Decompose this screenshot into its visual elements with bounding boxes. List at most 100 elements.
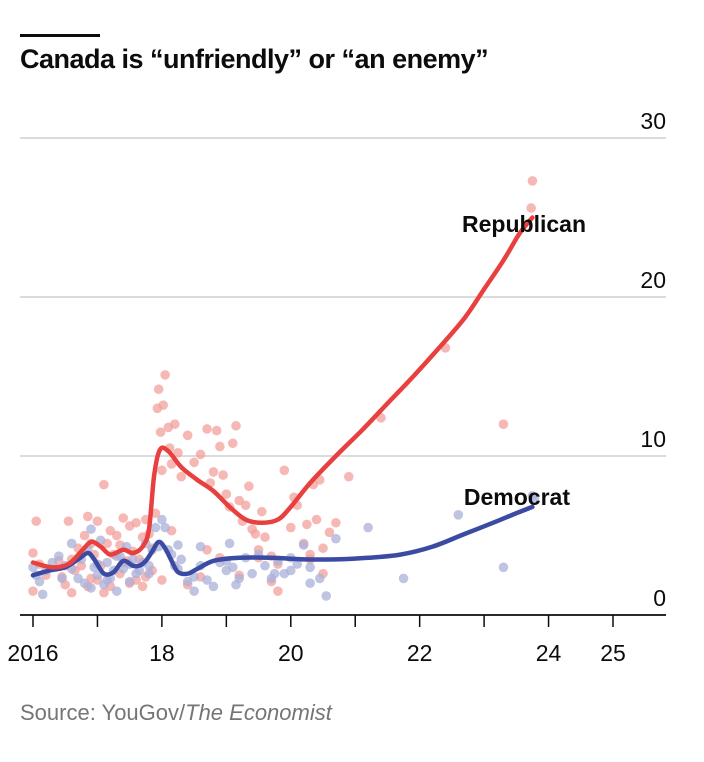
- republican-point: [137, 581, 148, 592]
- democrat-point: [111, 586, 122, 596]
- democrat-point: [157, 514, 167, 525]
- chart-title: Canada is “unfriendly” or “an enemy”: [20, 44, 489, 74]
- democrat-point: [124, 576, 135, 587]
- republican-point: [118, 513, 129, 523]
- republican-point: [160, 370, 170, 380]
- democrat-point: [86, 583, 96, 593]
- x-tick-label: 20: [278, 640, 304, 666]
- democrat-trend-line: [30, 504, 535, 578]
- democrat-point: [305, 578, 315, 588]
- republican-point: [28, 586, 38, 596]
- x-tick-label: 18: [149, 640, 175, 666]
- democrat-point: [86, 524, 96, 534]
- democrat-point: [53, 551, 64, 561]
- republican-point: [82, 511, 93, 522]
- democrat-point: [173, 540, 183, 550]
- x-tick-label: 2016: [7, 640, 58, 666]
- y-tick-label: 0: [653, 585, 666, 611]
- democrat-point: [285, 565, 296, 576]
- scatter-points: [28, 176, 540, 601]
- republican-point: [79, 530, 90, 541]
- democrat-point: [269, 568, 280, 579]
- y-tick-label: 20: [640, 267, 666, 293]
- democrat-point: [305, 562, 315, 573]
- republican-point: [279, 465, 290, 476]
- democrat-point: [92, 570, 103, 581]
- republican-trend-line: [30, 215, 535, 570]
- source-note: Source: YouGov/The Economist: [20, 700, 332, 726]
- democrat-point: [363, 522, 373, 533]
- republican-point: [202, 424, 212, 434]
- republican-point: [285, 522, 296, 533]
- republican-point: [157, 465, 167, 476]
- democrat-point: [208, 581, 219, 592]
- republican-point: [215, 441, 225, 452]
- democrat-point: [247, 568, 257, 579]
- democrat-point: [292, 559, 303, 569]
- series-label-republican: Republican: [462, 211, 586, 237]
- democrat-point: [453, 510, 464, 520]
- democrat-point: [189, 586, 199, 596]
- democrat-point: [160, 522, 170, 533]
- series-labels: Republican Democrat: [462, 211, 586, 510]
- x-axis: 2016 18 20 22 24 25: [7, 614, 666, 666]
- republican-point: [498, 419, 509, 430]
- democrat-point: [144, 568, 154, 579]
- republican-point: [176, 471, 187, 482]
- republican-point: [99, 587, 109, 598]
- democrat-point: [176, 554, 187, 565]
- y-tick-label: 10: [640, 426, 666, 452]
- republican-point: [153, 384, 164, 395]
- democrat-point: [398, 573, 409, 584]
- x-tick-label: 22: [407, 640, 433, 666]
- republican-point: [231, 420, 241, 431]
- republican-point: [526, 203, 536, 213]
- republican-point: [99, 479, 109, 490]
- republican-point: [131, 517, 141, 528]
- x-tick-label: 25: [600, 640, 626, 666]
- line-chart: 2016 18 20 22 24 25 0 10 20 30 Republican Democr…: [7, 108, 666, 666]
- republican-point: [155, 427, 166, 437]
- democrat-point: [321, 591, 332, 601]
- democrat-point: [234, 573, 245, 584]
- republican-point: [218, 470, 228, 480]
- source-publication: The Economist: [185, 700, 332, 725]
- democrat-point: [260, 560, 270, 571]
- democrat-point: [102, 575, 112, 585]
- republican-point: [63, 516, 74, 526]
- democrat-point: [498, 562, 509, 573]
- republican-point: [324, 527, 335, 538]
- republican-point: [169, 419, 180, 430]
- x-tick-label: 24: [536, 640, 562, 666]
- republican-point: [31, 516, 42, 526]
- democrat-point: [102, 557, 112, 568]
- republican-point: [208, 467, 219, 477]
- y-axis-labels: 0 10 20 30: [640, 108, 666, 611]
- republican-point: [173, 448, 183, 458]
- trend-lines: [30, 215, 535, 578]
- republican-point: [302, 519, 312, 530]
- republican-point: [260, 532, 270, 542]
- democrat-point: [224, 538, 235, 549]
- democrat-point: [66, 538, 77, 549]
- republican-point: [244, 481, 254, 492]
- republican-point: [158, 400, 168, 410]
- republican-point: [182, 430, 193, 441]
- header-rule: [20, 34, 100, 37]
- democrat-point: [529, 494, 540, 504]
- republican-point: [240, 500, 251, 511]
- democrat-point: [202, 575, 212, 585]
- republican-point: [331, 517, 341, 528]
- democrat-point: [298, 540, 309, 550]
- republican-point: [195, 449, 206, 460]
- republican-point: [111, 530, 122, 541]
- y-tick-label: 30: [640, 108, 666, 134]
- democrat-point: [150, 522, 161, 533]
- republican-point: [211, 425, 222, 436]
- republican-point: [343, 471, 354, 482]
- democrat-point: [227, 562, 238, 573]
- republican-point: [527, 176, 538, 186]
- democrat-point: [331, 533, 341, 544]
- republican-point: [318, 543, 328, 554]
- democrat-point: [314, 573, 325, 584]
